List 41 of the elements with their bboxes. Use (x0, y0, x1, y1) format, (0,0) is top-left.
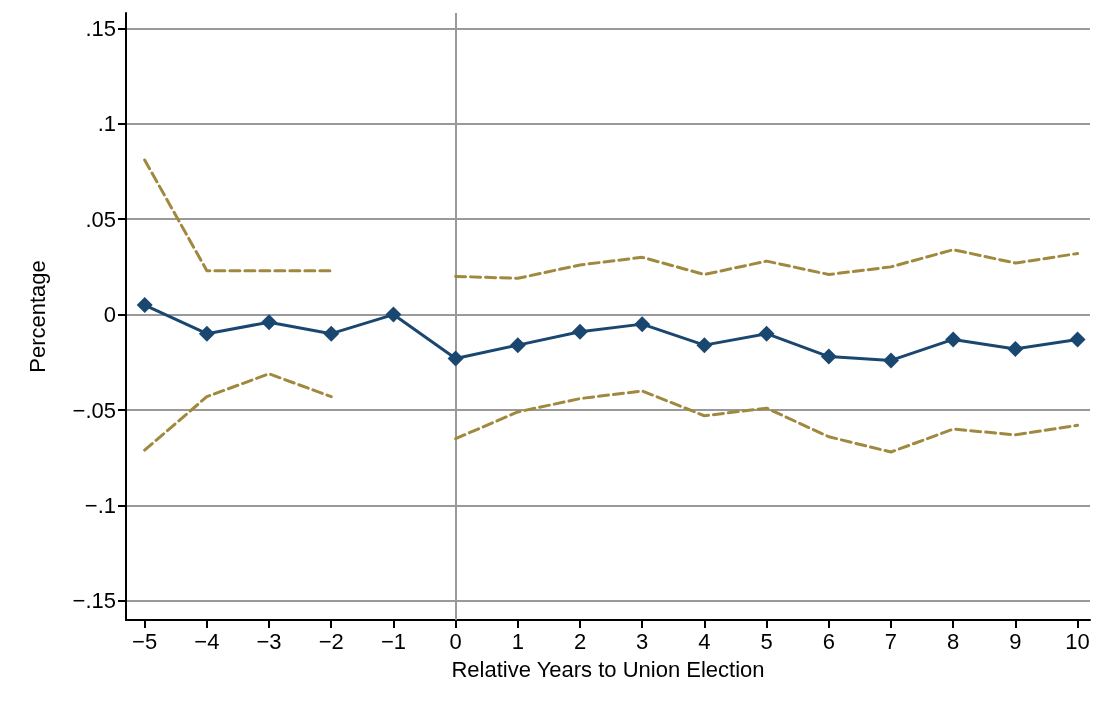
y-tick-label: −.15 (72, 588, 116, 614)
x-tick-label: 10 (1065, 628, 1090, 654)
point (634, 316, 651, 333)
x-tick-label: 1 (511, 628, 524, 654)
x-tick-label: 3 (636, 628, 649, 654)
point (261, 314, 278, 331)
x-tick-label: −5 (132, 628, 158, 654)
x-tick-label: 7 (884, 628, 898, 654)
point (509, 337, 526, 354)
y-tick-label: 0 (103, 302, 116, 328)
point (696, 337, 713, 354)
point (385, 306, 402, 323)
point (1007, 340, 1024, 357)
point (945, 331, 962, 348)
x-tick-label: −3 (256, 628, 282, 654)
point (323, 325, 340, 342)
y-tick-label: .05 (85, 206, 116, 232)
point (136, 297, 153, 314)
point (882, 352, 899, 369)
y-axis-title: Percentage (24, 260, 50, 373)
point (198, 325, 215, 342)
y-tick-label: −.05 (72, 397, 116, 423)
x-tick-label: 4 (698, 628, 711, 654)
point (572, 323, 589, 340)
point (758, 325, 775, 342)
point (1069, 331, 1086, 348)
x-tick-label: 6 (822, 628, 835, 654)
x-tick-label: 5 (760, 628, 773, 654)
point (447, 350, 464, 367)
x-tick-label: 2 (573, 628, 587, 654)
x-tick-label: −4 (194, 628, 220, 654)
x-tick-label: −2 (318, 628, 344, 654)
x-tick-label: 0 (449, 628, 462, 654)
y-tick-label: .1 (97, 111, 116, 137)
point (820, 348, 837, 365)
y-tick-label: .15 (85, 15, 116, 41)
y-tick-label: −.1 (84, 492, 116, 518)
x-tick-label: 8 (947, 628, 960, 654)
x-axis-title: Relative Years to Union Election (451, 656, 765, 682)
x-tick-label: −1 (380, 628, 406, 654)
x-tick-label: 9 (1009, 628, 1022, 654)
